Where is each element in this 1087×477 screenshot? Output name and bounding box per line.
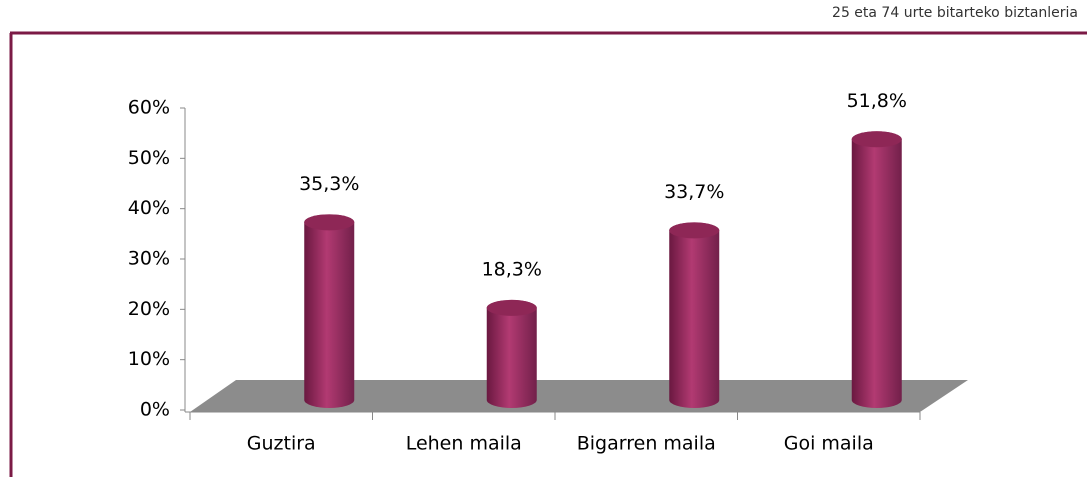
y-tick-label: 0% bbox=[140, 399, 170, 421]
bar bbox=[669, 222, 720, 408]
x-tick-label: Lehen maila bbox=[406, 433, 522, 455]
y-tick-label: 30% bbox=[128, 248, 170, 270]
x-tick-label: Bigarren maila bbox=[577, 433, 716, 455]
bar bbox=[304, 214, 355, 408]
value-label: 35,3% bbox=[299, 173, 359, 195]
bar-top bbox=[486, 299, 537, 316]
bar bbox=[851, 131, 902, 409]
value-label: 33,7% bbox=[664, 181, 724, 203]
bar-top bbox=[669, 222, 720, 239]
bar bbox=[486, 299, 537, 408]
y-tick-label: 20% bbox=[128, 298, 170, 320]
subtitle: 25 eta 74 urte bitarteko biztanleria bbox=[832, 5, 1078, 21]
x-tick-label: Guztira bbox=[247, 433, 316, 455]
x-tick-label: Goi maila bbox=[784, 433, 874, 455]
y-tick-label: 60% bbox=[128, 97, 170, 119]
y-tick-label: 10% bbox=[128, 348, 170, 370]
bar-top bbox=[851, 131, 902, 148]
bar-top bbox=[304, 214, 355, 231]
value-label: 51,8% bbox=[847, 90, 907, 112]
value-label: 18,3% bbox=[482, 258, 542, 280]
y-tick-label: 50% bbox=[128, 147, 170, 169]
floor bbox=[190, 380, 968, 412]
y-tick-label: 40% bbox=[128, 197, 170, 219]
